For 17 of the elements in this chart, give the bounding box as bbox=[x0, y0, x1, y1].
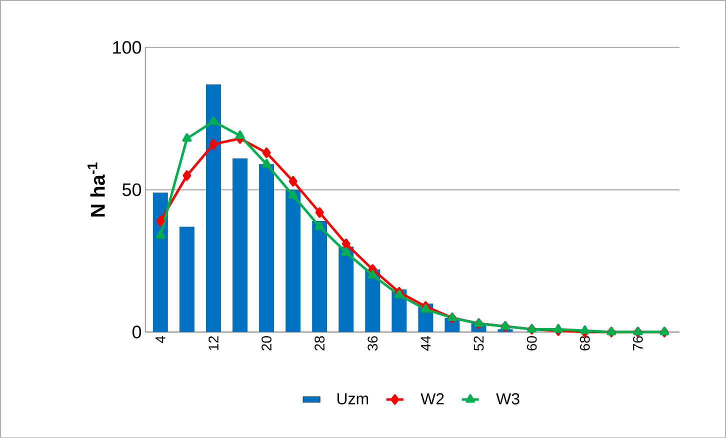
legend-label: W3 bbox=[496, 392, 520, 404]
legend-label: Uzm bbox=[338, 393, 368, 404]
x-tick-label: 68 bbox=[580, 336, 590, 350]
x-tick-label: 60 bbox=[526, 336, 537, 350]
x-tick-label: 36 bbox=[368, 336, 378, 350]
y-axis-title: N ha$^{-1}$ bbox=[88, 162, 105, 216]
x-tick-label: 20 bbox=[262, 336, 272, 350]
x-tick-label: 28 bbox=[314, 336, 325, 350]
y-tick-label: 50 bbox=[122, 183, 142, 196]
x-tick-label: 76 bbox=[632, 336, 643, 350]
y-tick-label: 0 bbox=[132, 325, 142, 338]
y-tick-label: 100 bbox=[113, 40, 142, 54]
x-tick-label: 4 bbox=[156, 336, 166, 343]
legend-label: W2 bbox=[420, 392, 444, 404]
x-tick-label: 52 bbox=[474, 336, 484, 350]
x-tick-label: 12 bbox=[208, 336, 218, 350]
x-tick-label: 44 bbox=[420, 336, 431, 351]
